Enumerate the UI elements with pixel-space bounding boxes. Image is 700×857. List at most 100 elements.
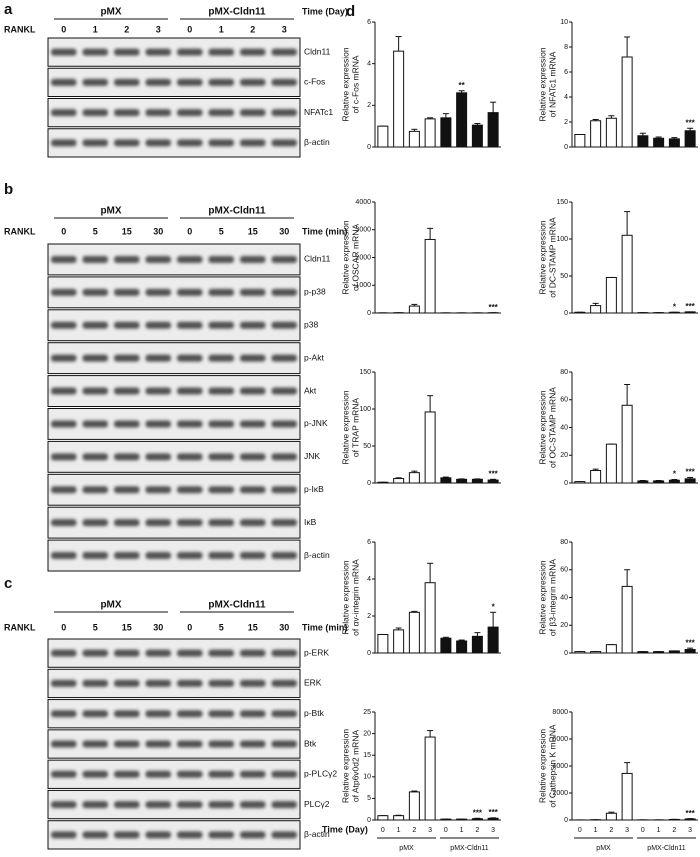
y-tick-label: 40 (560, 424, 568, 431)
x-tick-label: 2 (672, 827, 676, 834)
time-label: Time (min) (302, 226, 347, 236)
y-axis-label: of NFATc1 mRNA (547, 51, 557, 117)
bar (574, 134, 586, 148)
group-label: pMX-Cldn11 (450, 845, 488, 852)
bar (424, 411, 436, 484)
y-tick-label: 150 (556, 199, 568, 206)
band (145, 519, 171, 527)
band (51, 710, 77, 718)
row-label: Btk (304, 738, 317, 748)
band (114, 740, 140, 748)
band (82, 387, 108, 395)
band (114, 288, 140, 296)
bar (424, 736, 436, 821)
row-label: p-ERK (304, 647, 329, 657)
bar (377, 815, 389, 821)
lane-label: 30 (279, 622, 289, 632)
row-label: PLCγ2 (304, 799, 330, 809)
band (114, 354, 140, 362)
bar (456, 640, 468, 654)
group-header: pMX-Cldn11 (208, 206, 266, 217)
y-tick-label: 0 (367, 310, 371, 317)
band (114, 552, 140, 560)
lane-label: 15 (248, 622, 258, 632)
band (114, 255, 140, 263)
lane-label: 0 (187, 24, 192, 34)
band (51, 519, 77, 527)
y-tick-label: 5 (367, 795, 371, 802)
y-tick-label: 0 (564, 144, 568, 151)
band (114, 321, 140, 329)
band (177, 831, 203, 839)
band (240, 801, 266, 809)
y-axis-label: of Atp6v0d2 mRNA (350, 730, 360, 803)
band (145, 831, 171, 839)
bar (408, 791, 420, 821)
band (240, 679, 266, 687)
band (271, 552, 297, 560)
band (240, 139, 266, 147)
bar (471, 635, 483, 654)
y-tick-label: 6 (367, 19, 371, 26)
bar (590, 120, 602, 148)
band (177, 255, 203, 263)
bar (393, 815, 405, 821)
band (51, 679, 77, 687)
lane-label: 0 (61, 24, 66, 34)
bar (605, 644, 617, 654)
row-label: p-p38 (304, 287, 326, 297)
row-label: c-Fos (304, 77, 325, 87)
x-axis-label: Time (Day) (322, 824, 368, 834)
band (271, 420, 297, 428)
band (145, 321, 171, 329)
band (114, 420, 140, 428)
bar (637, 135, 649, 148)
band (240, 288, 266, 296)
x-tick-label: 3 (428, 827, 432, 834)
y-tick-label: 60 (560, 567, 568, 574)
y-tick-label: 8 (564, 44, 568, 51)
row-label: NFATc1 (304, 107, 333, 117)
bar (684, 478, 696, 484)
bar (408, 472, 420, 484)
y-tick-label: 25 (363, 709, 371, 716)
y-tick-label: 60 (560, 397, 568, 404)
y-tick-label: 150 (359, 369, 371, 376)
band (271, 519, 297, 527)
lane-label: 5 (93, 226, 98, 236)
band (114, 519, 140, 527)
bar (668, 138, 680, 148)
panel-label: a (4, 1, 13, 18)
significance: *** (685, 809, 695, 818)
bar (377, 481, 389, 484)
y-axis-label: of OSCAR mRNA (350, 224, 360, 291)
bar (408, 130, 420, 148)
y-axis-label: of DC-STAMP mRNA (547, 217, 557, 298)
bar (440, 477, 452, 484)
band (240, 770, 266, 778)
y-axis-label: Relative expression (340, 390, 350, 464)
y-tick-label: 2000 (355, 254, 371, 261)
band (271, 288, 297, 296)
band (114, 78, 140, 86)
band (145, 770, 171, 778)
y-tick-label: 0 (367, 480, 371, 487)
group-header: pMX (100, 7, 121, 18)
bar (653, 480, 665, 484)
significance: *** (473, 808, 483, 817)
bar (574, 651, 586, 654)
band (51, 109, 77, 117)
significance: * (492, 602, 496, 611)
band (145, 387, 171, 395)
band (145, 420, 171, 428)
band (82, 552, 108, 560)
band (240, 486, 266, 494)
bar (574, 481, 586, 484)
group-label: pMX (596, 845, 611, 852)
bar (684, 311, 696, 314)
band (114, 139, 140, 147)
band (208, 770, 234, 778)
band (51, 453, 77, 461)
group-label: pMX (399, 845, 414, 852)
bar (471, 124, 483, 148)
